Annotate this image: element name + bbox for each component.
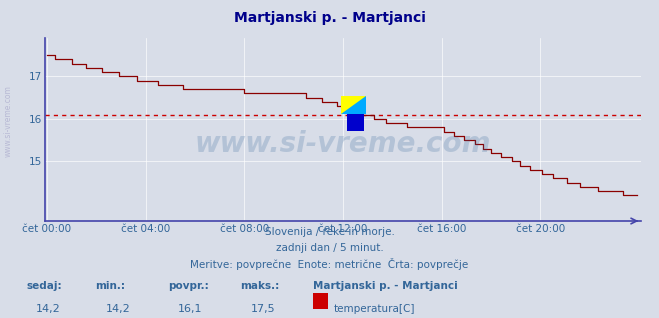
Text: sedaj:: sedaj: <box>26 281 62 291</box>
Text: www.si-vreme.com: www.si-vreme.com <box>3 85 13 157</box>
Polygon shape <box>341 96 366 114</box>
Text: 14,2: 14,2 <box>105 304 130 314</box>
Text: 17,5: 17,5 <box>250 304 275 314</box>
Bar <box>347 113 364 131</box>
Text: 14,2: 14,2 <box>36 304 61 314</box>
Text: povpr.:: povpr.: <box>168 281 209 291</box>
Text: maks.:: maks.: <box>241 281 280 291</box>
Text: temperatura[C]: temperatura[C] <box>334 304 416 314</box>
Text: Meritve: povprečne  Enote: metrične  Črta: povprečje: Meritve: povprečne Enote: metrične Črta:… <box>190 258 469 270</box>
Text: Slovenija / reke in morje.: Slovenija / reke in morje. <box>264 227 395 237</box>
Text: Martjanski p. - Martjanci: Martjanski p. - Martjanci <box>233 11 426 25</box>
Text: 16,1: 16,1 <box>178 304 202 314</box>
Text: zadnji dan / 5 minut.: zadnji dan / 5 minut. <box>275 243 384 252</box>
Text: min.:: min.: <box>96 281 126 291</box>
Text: www.si-vreme.com: www.si-vreme.com <box>195 130 491 158</box>
Text: Martjanski p. - Martjanci: Martjanski p. - Martjanci <box>313 281 458 291</box>
Bar <box>341 96 366 114</box>
